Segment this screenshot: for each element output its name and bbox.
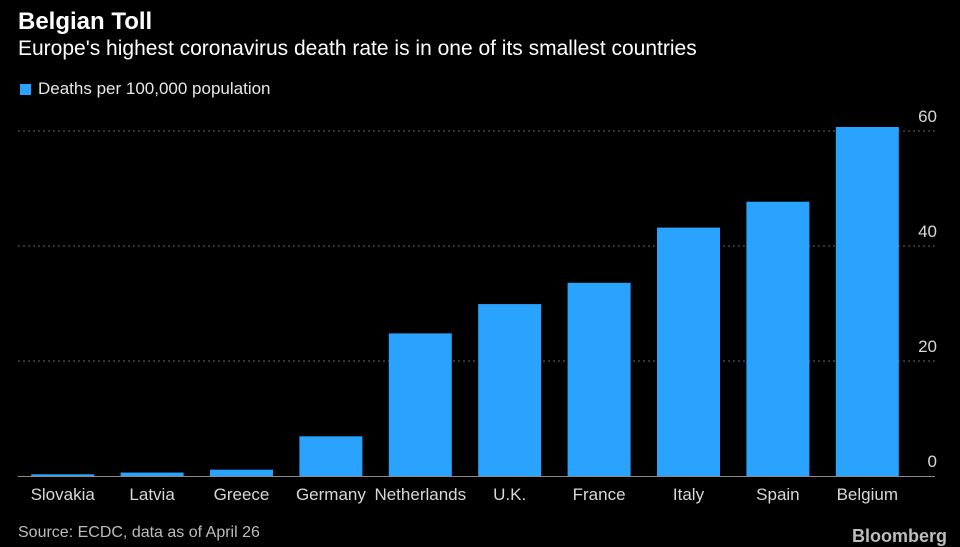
brand-logo: Bloomberg — [852, 526, 948, 546]
x-tick-label: Netherlands — [374, 485, 466, 504]
legend-label: Deaths per 100,000 population — [38, 79, 271, 98]
bar-italy — [657, 227, 720, 476]
bar-spain — [746, 201, 810, 476]
bar-greece — [210, 469, 273, 476]
bars — [31, 126, 899, 476]
source-note: Source: ECDC, data as of April 26 — [18, 524, 260, 541]
legend-swatch — [20, 83, 31, 95]
x-tick-label: Slovakia — [31, 485, 96, 504]
bar-latvia — [120, 472, 184, 476]
legend: Deaths per 100,000 population — [20, 79, 271, 99]
chart-title: Belgian Toll — [18, 8, 153, 35]
x-tick-label: Greece — [214, 485, 270, 504]
y-tick-label: 20 — [918, 337, 937, 356]
y-axis-ticks: 0 20 40 60 — [918, 107, 937, 471]
x-tick-label: Belgium — [837, 485, 898, 504]
y-tick-label: 40 — [918, 222, 937, 241]
bar-germany — [299, 436, 363, 476]
bar-france — [567, 282, 631, 476]
y-tick-label: 0 — [928, 452, 937, 471]
x-tick-label: Spain — [756, 485, 799, 504]
x-axis-labels: Slovakia Latvia Greece Germany Netherlands U.… — [31, 485, 898, 504]
bar-netherlands — [388, 333, 452, 476]
bar-u-k — [478, 304, 542, 476]
x-tick-label: France — [573, 485, 626, 504]
x-tick-label: Italy — [673, 485, 705, 504]
x-tick-label: U.K. — [493, 485, 526, 504]
x-tick-label: Latvia — [129, 485, 175, 504]
y-tick-label: 60 — [918, 107, 937, 126]
bar-slovakia — [31, 474, 95, 476]
bar-belgium — [835, 126, 899, 476]
chart-subtitle: Europe's highest coronavirus death rate … — [18, 37, 697, 60]
x-tick-label: Germany — [296, 485, 366, 504]
